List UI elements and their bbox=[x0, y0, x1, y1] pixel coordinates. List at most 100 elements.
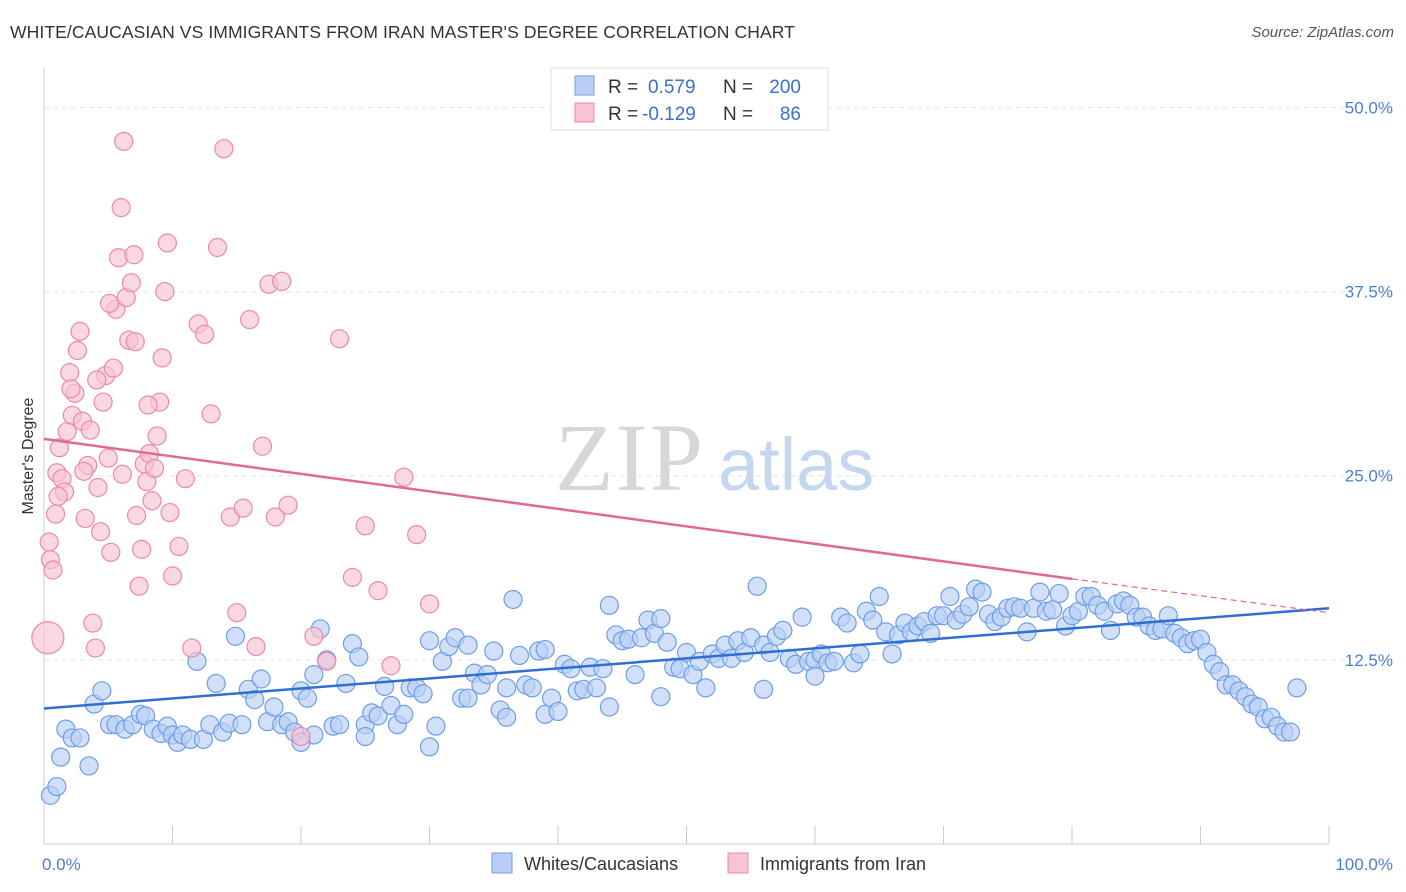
bottom-legend: Whites/Caucasians Immigrants from Iran bbox=[491, 852, 926, 874]
point-iran-47 bbox=[157, 233, 177, 253]
point-iran-82 bbox=[74, 461, 94, 481]
point-iran-57 bbox=[214, 139, 234, 159]
point-iran-2 bbox=[43, 560, 63, 580]
axes bbox=[43, 68, 1330, 845]
point-whites-202 bbox=[599, 697, 620, 717]
point-whites-84 bbox=[586, 678, 607, 698]
point-whites-86 bbox=[599, 595, 620, 615]
point-whites-29 bbox=[232, 715, 252, 735]
point-whites-74 bbox=[522, 678, 542, 698]
point-iran-48 bbox=[160, 502, 180, 523]
trend-line-iran bbox=[43, 437, 1073, 581]
point-iran-30 bbox=[114, 131, 134, 151]
point-whites-127 bbox=[863, 610, 883, 630]
point-whites-155 bbox=[1043, 600, 1063, 620]
legend-swatch-iran bbox=[574, 102, 595, 123]
point-whites-64 bbox=[458, 688, 478, 708]
point-iran-69 bbox=[304, 626, 324, 646]
point-iran-9 bbox=[60, 363, 80, 383]
point-iran-86 bbox=[125, 332, 145, 352]
point-iran-42 bbox=[144, 458, 165, 478]
y-axis-label: Master's Degree bbox=[20, 397, 37, 514]
point-whites-196 bbox=[355, 726, 375, 747]
point-iran-45 bbox=[152, 348, 172, 368]
point-iran-83 bbox=[87, 370, 107, 390]
point-iran-72 bbox=[342, 567, 362, 587]
point-iran-80 bbox=[48, 486, 68, 506]
chart-title: WHITE/CAUCASIAN VS IMMIGRANTS FROM IRAN … bbox=[10, 22, 795, 42]
point-iran-20 bbox=[88, 477, 108, 498]
point-whites-192 bbox=[1280, 722, 1301, 742]
point-iran-60 bbox=[233, 498, 253, 518]
point-whites-203 bbox=[535, 639, 555, 660]
point-iran-81 bbox=[61, 379, 81, 399]
y-tick-labels: 12.5% 25.0% 37.5% 50.0% bbox=[1345, 98, 1393, 669]
point-whites-121 bbox=[824, 651, 844, 671]
point-iran-34 bbox=[124, 245, 144, 265]
point-whites-47 bbox=[349, 647, 369, 667]
point-iran-33 bbox=[121, 273, 141, 293]
point-iran-24 bbox=[98, 448, 118, 468]
point-iran-18 bbox=[83, 613, 103, 633]
point-whites-57 bbox=[413, 684, 433, 704]
point-iran-68 bbox=[291, 726, 311, 747]
point-iran-78 bbox=[419, 594, 440, 614]
point-iran-85 bbox=[112, 464, 132, 484]
point-whites-198 bbox=[651, 687, 671, 707]
point-whites-25 bbox=[206, 673, 226, 694]
point-iran-50 bbox=[169, 536, 189, 557]
point-whites-1 bbox=[47, 776, 67, 797]
legend-n-label-1: N = bbox=[723, 77, 753, 98]
point-iran-55 bbox=[201, 404, 221, 424]
point-whites-199 bbox=[753, 679, 774, 699]
point-whites-32 bbox=[251, 669, 271, 689]
point-whites-5 bbox=[70, 728, 90, 748]
point-iran-15 bbox=[75, 508, 95, 529]
legend-r-value-2: -0.129 bbox=[642, 104, 696, 125]
point-whites-193 bbox=[1287, 678, 1307, 698]
legend-r-label-2: R = bbox=[608, 104, 638, 125]
legend-swatch-whites bbox=[574, 75, 595, 96]
point-whites-50 bbox=[368, 706, 388, 726]
point-whites-90 bbox=[625, 664, 645, 685]
point-whites-197 bbox=[497, 678, 517, 698]
legend-n-value-2: 86 bbox=[780, 104, 801, 125]
point-iran-13 bbox=[70, 321, 90, 341]
x-tick-labels: 0.0% 100.0% bbox=[42, 855, 1393, 874]
point-whites-200 bbox=[458, 635, 478, 655]
point-whites-156 bbox=[1049, 583, 1069, 604]
point-whites-130 bbox=[882, 644, 902, 664]
y-tick-label-0: 12.5% bbox=[1345, 651, 1393, 670]
point-whites-123 bbox=[837, 613, 857, 633]
point-whites-194 bbox=[805, 666, 825, 686]
legend-r-label-1: R = bbox=[608, 77, 638, 98]
point-iran-3 bbox=[45, 504, 66, 524]
y-tick-label-3: 50.0% bbox=[1345, 98, 1393, 117]
bottom-legend-swatch-iran bbox=[727, 852, 749, 874]
trend-lines bbox=[43, 437, 1330, 710]
point-iran-70 bbox=[317, 651, 337, 671]
trend-line-whites bbox=[43, 607, 1330, 710]
y-tick-label-1: 25.0% bbox=[1345, 467, 1393, 486]
point-iran-29 bbox=[111, 198, 131, 218]
point-whites-44 bbox=[329, 715, 350, 735]
point-whites-113 bbox=[773, 620, 793, 641]
point-iran-62 bbox=[246, 637, 266, 657]
point-whites-70 bbox=[497, 707, 517, 727]
point-iran-74 bbox=[368, 581, 388, 601]
point-whites-94 bbox=[651, 609, 671, 629]
point-iran-66 bbox=[272, 271, 292, 291]
point-iran-5 bbox=[49, 438, 70, 458]
point-iran-79 bbox=[39, 532, 59, 552]
point-iran-41 bbox=[142, 491, 162, 511]
point-iran-65 bbox=[265, 507, 285, 527]
point-iran-67 bbox=[278, 495, 298, 515]
watermark-zip: ZIP bbox=[555, 404, 705, 511]
point-iran-76 bbox=[394, 467, 414, 487]
legend-box bbox=[550, 67, 829, 131]
point-whites-59 bbox=[426, 716, 446, 736]
source-label: Source: ZipAtlas.com bbox=[1251, 24, 1394, 41]
point-iran-63 bbox=[252, 436, 273, 456]
point-whites-125 bbox=[850, 644, 870, 664]
